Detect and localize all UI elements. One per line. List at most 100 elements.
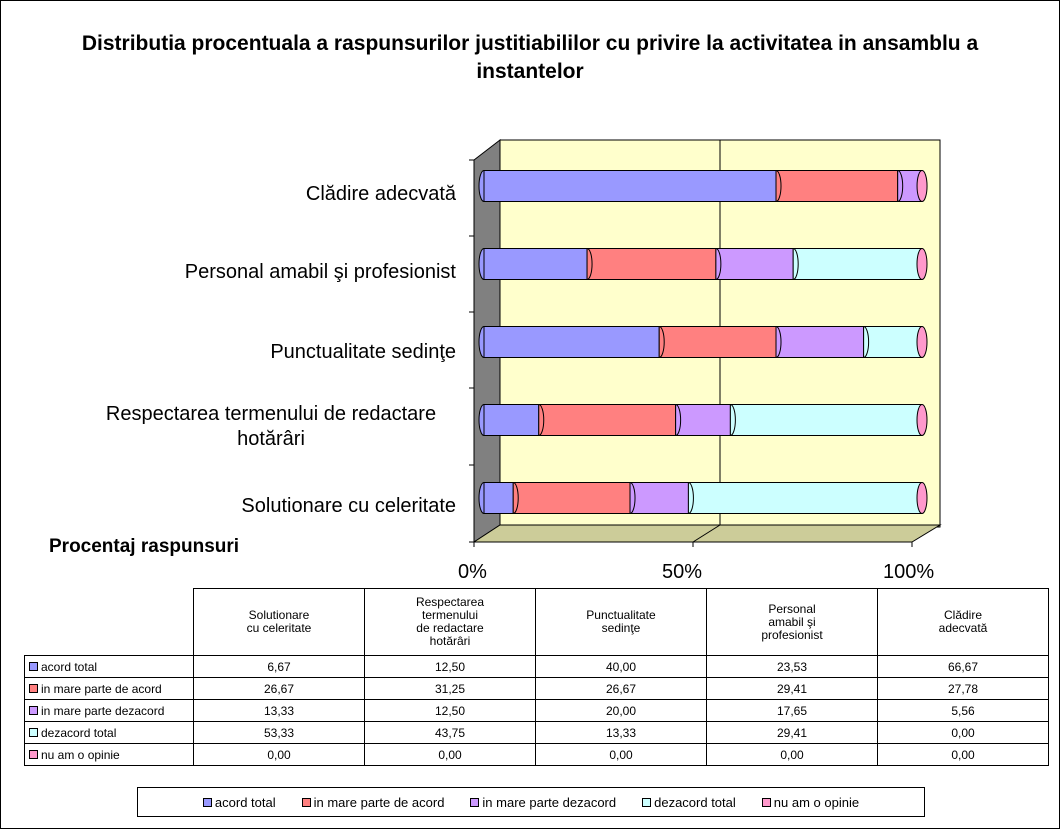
gridline-50-floor [692,524,721,543]
table-row: in mare parte de acord 26,67 31,25 26,67 29,… [24,677,1049,700]
bar-divider [629,482,636,514]
data-table-header-row: Solutionare cu celeritate Respectarea te… [24,588,1049,656]
table-cell: 23,53 [706,655,878,678]
bar-cap-right [916,248,928,280]
bar-segment [863,326,923,358]
bar-divider [775,170,782,202]
data-table-header: Punctualitate sedinţe [535,588,707,656]
legend-item: nu am o opinie [761,794,860,810]
table-cell: 6,67 [193,655,365,678]
table-row: in mare parte dezacord 13,33 12,50 20,00 17,… [24,699,1049,722]
series-swatch-icon [29,661,38,671]
table-row-label-text: acord total [41,659,98,674]
data-table: Solutionare cu celeritate Respectarea te… [24,588,1049,766]
series-swatch-icon [29,727,38,737]
bar-divider [793,248,799,280]
table-row-label: nu am o opinie [24,743,194,766]
bar-divider [715,248,722,280]
bar-divider [586,248,593,280]
table-cell: 17,65 [706,699,878,722]
category-label: Respectarea termenului de redactare hotă… [105,403,437,450]
table-cell: 40,00 [535,655,707,678]
table-row-label-text: dezacord total [41,725,117,740]
chart-bars [478,170,928,514]
data-table-corner [24,588,194,656]
bar-segment [538,404,677,436]
table-cell: 13,33 [535,721,707,744]
bar-group [478,404,928,436]
bar-divider [897,170,904,202]
bar-segment [483,326,660,358]
category-label: Personal amabil şi profesionist [184,261,456,283]
legend-swatch-icon [642,797,652,807]
table-cell: 26,67 [535,677,707,700]
bar-segment [675,404,731,436]
x-tick-label: 100% [883,561,935,583]
table-cell: 66,67 [877,655,1049,678]
table-cell: 43,75 [364,721,536,744]
bar-group [478,326,928,358]
bar-cap-right [916,326,928,358]
table-cell: 29,41 [706,721,878,744]
bar-segment [483,170,777,202]
bar-segment [775,326,865,358]
table-cell: 13,33 [193,699,365,722]
legend-label: acord total [214,794,276,810]
bar-segment [729,404,923,436]
table-cell: 0,00 [364,743,536,766]
category-label: Solutionare cu celeritate [241,495,456,517]
bar-divider [730,404,736,436]
legend-swatch-icon [761,797,771,807]
chart-title: Distributia procentuala a raspunsurilor … [81,32,979,83]
bar-divider [688,482,694,514]
legend-swatch-icon [470,797,480,807]
bar-segment [715,248,794,280]
bar-group [478,170,928,202]
table-row-label: in mare parte de acord [24,677,194,700]
bar-group [478,248,928,280]
x-axis-title: Procentaj raspunsuri [49,536,240,557]
legend-swatch-icon [202,797,212,807]
table-row-label-text: in mare parte de acord [41,681,162,696]
bar-divider [659,326,665,358]
legend-item: acord total [202,794,276,810]
bar-segment [658,326,777,358]
table-cell: 27,78 [877,677,1049,700]
bar-segment [792,248,923,280]
bar-group [478,482,928,514]
table-cell: 20,00 [535,699,707,722]
table-cell: 53,33 [193,721,365,744]
x-tick-label: 50% [662,561,703,583]
legend-label: nu am o opinie [773,794,860,810]
table-cell: 29,41 [706,677,878,700]
legend-swatch-icon [301,797,311,807]
table-cell: 5,56 [877,699,1049,722]
bar-segment [483,482,514,514]
x-tick-label: 0% [458,561,487,583]
category-label: Punctualitate sedinţe [270,341,456,363]
legend-label: in mare parte de acord [313,794,445,810]
legend-label: in mare parte dezacord [482,794,617,810]
category-label: Clădire adecvată [305,183,456,205]
bar-cap-right [916,482,928,514]
table-row-label: acord total [24,655,194,678]
bar-segment [483,248,588,280]
series-swatch-icon [29,749,38,759]
bar-divider [775,326,782,358]
bar-cap-right [916,170,928,202]
series-swatch-icon [29,705,38,715]
table-row-label: dezacord total [24,721,194,744]
table-cell: 26,67 [193,677,365,700]
table-row-label-text: in mare parte dezacord [41,703,165,718]
bar-segment [775,170,899,202]
legend-item: dezacord total [642,795,736,810]
bar-segment [512,482,631,514]
data-table-header: Clădire adecvată [877,588,1049,656]
table-cell: 0,00 [193,743,365,766]
table-row: acord total 6,67 12,50 40,00 23,53 66,67 [24,655,1049,678]
table-cell: 12,50 [364,655,536,678]
table-row-label-text: nu am o opinie [41,747,120,762]
table-row: dezacord total 53,33 43,75 13,33 29,41 0,00 [24,721,1049,744]
chart-legend: acord total in mare parte de acord in mare… [137,787,925,817]
